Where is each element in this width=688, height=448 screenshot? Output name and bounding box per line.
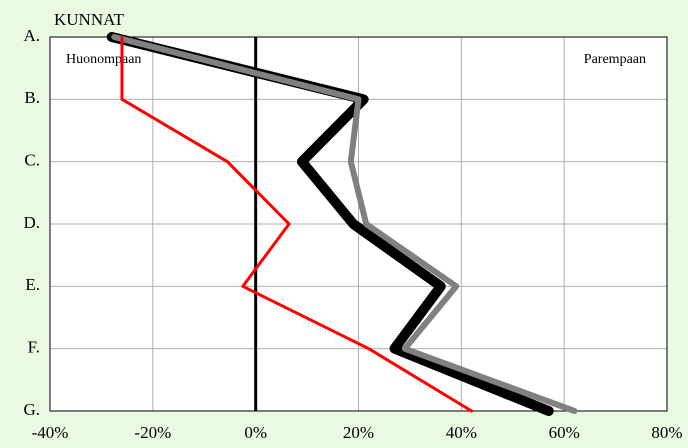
series-line xyxy=(111,34,578,414)
y-tick-label: A. xyxy=(23,26,40,45)
series-line xyxy=(120,35,474,413)
plot-border xyxy=(49,36,668,412)
annotation: Huonompaan xyxy=(66,52,141,67)
x-tick-label: 40% xyxy=(446,423,477,442)
x-tick-label: -20% xyxy=(134,423,171,442)
x-tick-label: 80% xyxy=(651,423,682,442)
y-tick-label: E. xyxy=(25,275,40,294)
series-line xyxy=(106,32,554,416)
y-tick-label: D. xyxy=(23,213,40,232)
x-tick-label: -40% xyxy=(32,423,69,442)
y-tick-label: G. xyxy=(23,400,40,419)
y-tick-label: F. xyxy=(28,338,40,357)
chart-title: KUNNAT xyxy=(54,10,125,29)
annotation: Parempaan xyxy=(584,52,646,67)
y-tick-label: B. xyxy=(24,88,40,107)
x-tick-label: 60% xyxy=(549,423,580,442)
y-tick-label: C. xyxy=(24,151,40,170)
x-tick-label: 0% xyxy=(244,423,267,442)
x-tick-label: 20% xyxy=(343,423,374,442)
